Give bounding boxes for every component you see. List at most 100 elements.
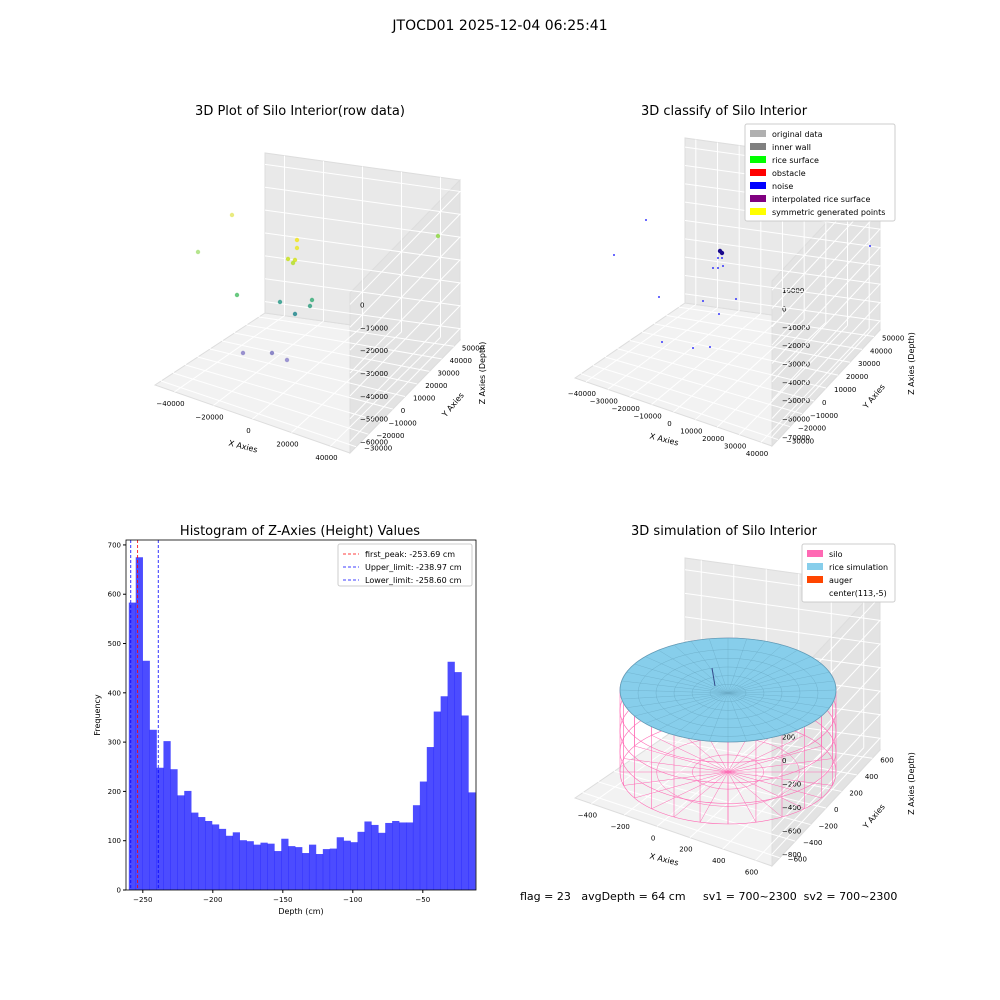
- z-gridline: [684, 220, 882, 364]
- legend-label: auger: [829, 576, 853, 585]
- x-axis-label: X Axies: [649, 432, 680, 448]
- data-point: [717, 267, 719, 269]
- y-tick-label: −20000: [798, 425, 826, 433]
- data-point: [294, 245, 300, 251]
- z-tick-label: 0: [782, 757, 786, 765]
- y-tick-label: 20000: [425, 382, 447, 390]
- legend-swatch: [750, 169, 766, 176]
- histogram-bar: [419, 781, 428, 890]
- y-tick-label: 0: [834, 806, 838, 814]
- data-point: [692, 347, 694, 349]
- histogram-bar: [461, 715, 469, 890]
- y-axis-label: Y Axies: [440, 391, 466, 420]
- rice-mesh-line: [690, 692, 729, 739]
- legend-swatch: [750, 182, 766, 189]
- y-gridline: [222, 340, 418, 385]
- histogram-bar: [184, 790, 192, 890]
- y-tick-label: −200: [819, 823, 838, 831]
- histogram-bar: [302, 853, 310, 890]
- data-point: [307, 303, 313, 309]
- y-tick-label: 50000: [462, 344, 484, 352]
- rice-mesh-line: [727, 692, 830, 708]
- x-tick-label: −20000: [195, 413, 223, 421]
- legend-swatch: [807, 563, 823, 570]
- data-point: [645, 219, 647, 221]
- rice-mesh-line: [727, 692, 747, 742]
- silo-wire: [651, 735, 729, 773]
- histogram-bar: [267, 843, 275, 890]
- histogram-bar: [343, 840, 351, 890]
- y-tick-label: 300: [108, 739, 121, 747]
- y-gridline: [629, 340, 827, 389]
- rice-mesh-line: [658, 650, 729, 694]
- rice-mesh-line: [626, 672, 729, 694]
- histogram-bar: [308, 844, 317, 890]
- y-tick-label: −10000: [389, 420, 417, 428]
- z-axis-label: Z Axies (Depth): [907, 752, 916, 815]
- x-axis-label: Depth (cm): [278, 907, 323, 916]
- silo-wire: [727, 758, 833, 773]
- x-tick-label: 40000: [746, 450, 768, 458]
- histogram-bar: [205, 820, 213, 890]
- z-tick-label: 0: [360, 301, 364, 309]
- silo-wire: [727, 745, 822, 773]
- y-gridline: [197, 356, 393, 410]
- y-tick-label: 20000: [846, 373, 868, 381]
- z-axis-label: Z Axies (Depth): [907, 332, 916, 395]
- data-point: [658, 296, 660, 298]
- z-gridline: [684, 275, 882, 419]
- rice-mesh-line: [727, 692, 766, 739]
- y-gridline: [173, 372, 369, 435]
- rice-mesh-line: [727, 644, 783, 694]
- y-gridline: [160, 380, 357, 448]
- plot3-title: Histogram of Z-Axies (Height) Values: [179, 524, 421, 539]
- legend-label: center(113,-5): [829, 589, 887, 598]
- z-gridline: [264, 186, 462, 328]
- z-tick-label: −40000: [360, 393, 388, 401]
- z-tick-label: −70000: [782, 434, 810, 442]
- data-point: [661, 341, 663, 343]
- rice-mesh-line: [634, 692, 729, 717]
- y-tick-label: −10000: [810, 412, 838, 420]
- data-point: [709, 346, 711, 348]
- y-tick-label: 30000: [437, 369, 459, 377]
- y-gridline: [642, 331, 839, 376]
- silo-wire: [727, 771, 833, 786]
- y-tick-label: 600: [880, 756, 893, 764]
- y-tick-label: 0: [117, 887, 121, 895]
- figure-title: JTOCD01 2025-12-04 06:25:41: [392, 18, 608, 34]
- rice-mesh-line: [727, 641, 766, 694]
- data-point: [195, 249, 201, 255]
- y-axis-label: Y Axies: [861, 802, 887, 831]
- silo-wire: [634, 745, 729, 773]
- legend-box: [337, 543, 473, 587]
- rice-mesh-line: [673, 692, 729, 736]
- rice-mesh-line: [727, 638, 747, 694]
- legend-label: obstacle: [772, 169, 806, 178]
- histogram-bar: [232, 832, 240, 890]
- data-point: [234, 292, 240, 298]
- y-gridline: [580, 373, 779, 441]
- x-tick-label: −100: [343, 896, 362, 904]
- x-tick-label: −150: [273, 896, 292, 904]
- plot2-title: 3D classify of Silo Interior: [640, 104, 808, 119]
- z-tick-label: −10000: [360, 324, 388, 332]
- x-tick-label: 20000: [702, 435, 724, 443]
- histogram-bar: [385, 822, 393, 890]
- z-gridline: [684, 256, 882, 401]
- silo-simulation-3d-plot: −400−2000200400600−600−400−2000200400600…: [573, 543, 916, 876]
- rice-mesh-line: [727, 689, 837, 694]
- rice-mesh-line: [709, 692, 729, 742]
- y-tick-label: 400: [108, 689, 121, 697]
- legend-swatch: [750, 130, 766, 137]
- z-gridline: [264, 209, 462, 351]
- plot-frame: [125, 539, 477, 891]
- auger: [711, 667, 716, 687]
- x-tick-label: 0: [667, 420, 671, 428]
- z-tick-label: −200: [782, 781, 801, 789]
- data-point: [269, 350, 275, 356]
- y-tick-label: 50000: [882, 334, 904, 342]
- silo-floor-ring: [692, 754, 764, 790]
- data-point: [719, 250, 725, 256]
- silo-wire: [727, 771, 783, 818]
